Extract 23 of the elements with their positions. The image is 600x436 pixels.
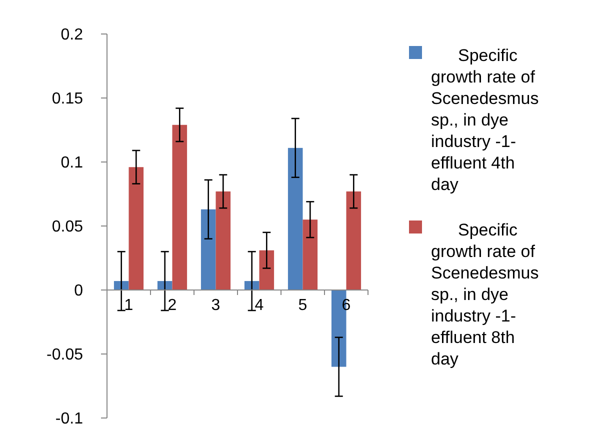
y-tick-label: 0.15 bbox=[52, 90, 84, 108]
bar bbox=[128, 167, 144, 290]
x-tick-label: 1 bbox=[124, 297, 134, 314]
x-tick-label: 3 bbox=[211, 297, 220, 314]
y-tick-label: 0.2 bbox=[60, 26, 84, 44]
bar bbox=[216, 191, 231, 290]
bar bbox=[302, 220, 318, 290]
y-tick-label: 0.05 bbox=[52, 218, 84, 236]
bar bbox=[172, 124, 188, 290]
bar bbox=[346, 191, 362, 290]
legend-label: Specific growth rate of Scenedesmus sp., in dye industry -1- effluent 8th day bbox=[431, 220, 539, 368]
x-tick-label: 2 bbox=[168, 297, 177, 314]
bar bbox=[259, 250, 274, 290]
x-tick-label: 5 bbox=[298, 297, 308, 314]
x-tick-label: 6 bbox=[342, 297, 351, 314]
y-tick-label: 0.1 bbox=[60, 154, 84, 172]
bar bbox=[288, 148, 303, 290]
legend-label: Specific growth rate of Scenedesmus sp., in dye industry -1- effluent 4th day bbox=[431, 46, 539, 194]
y-tick-label: 0 bbox=[74, 282, 84, 300]
bar bbox=[200, 209, 216, 290]
x-tick-label: 4 bbox=[254, 297, 264, 314]
y-tick-label: -0.05 bbox=[46, 346, 84, 364]
y-tick-label: -0.1 bbox=[55, 410, 84, 428]
